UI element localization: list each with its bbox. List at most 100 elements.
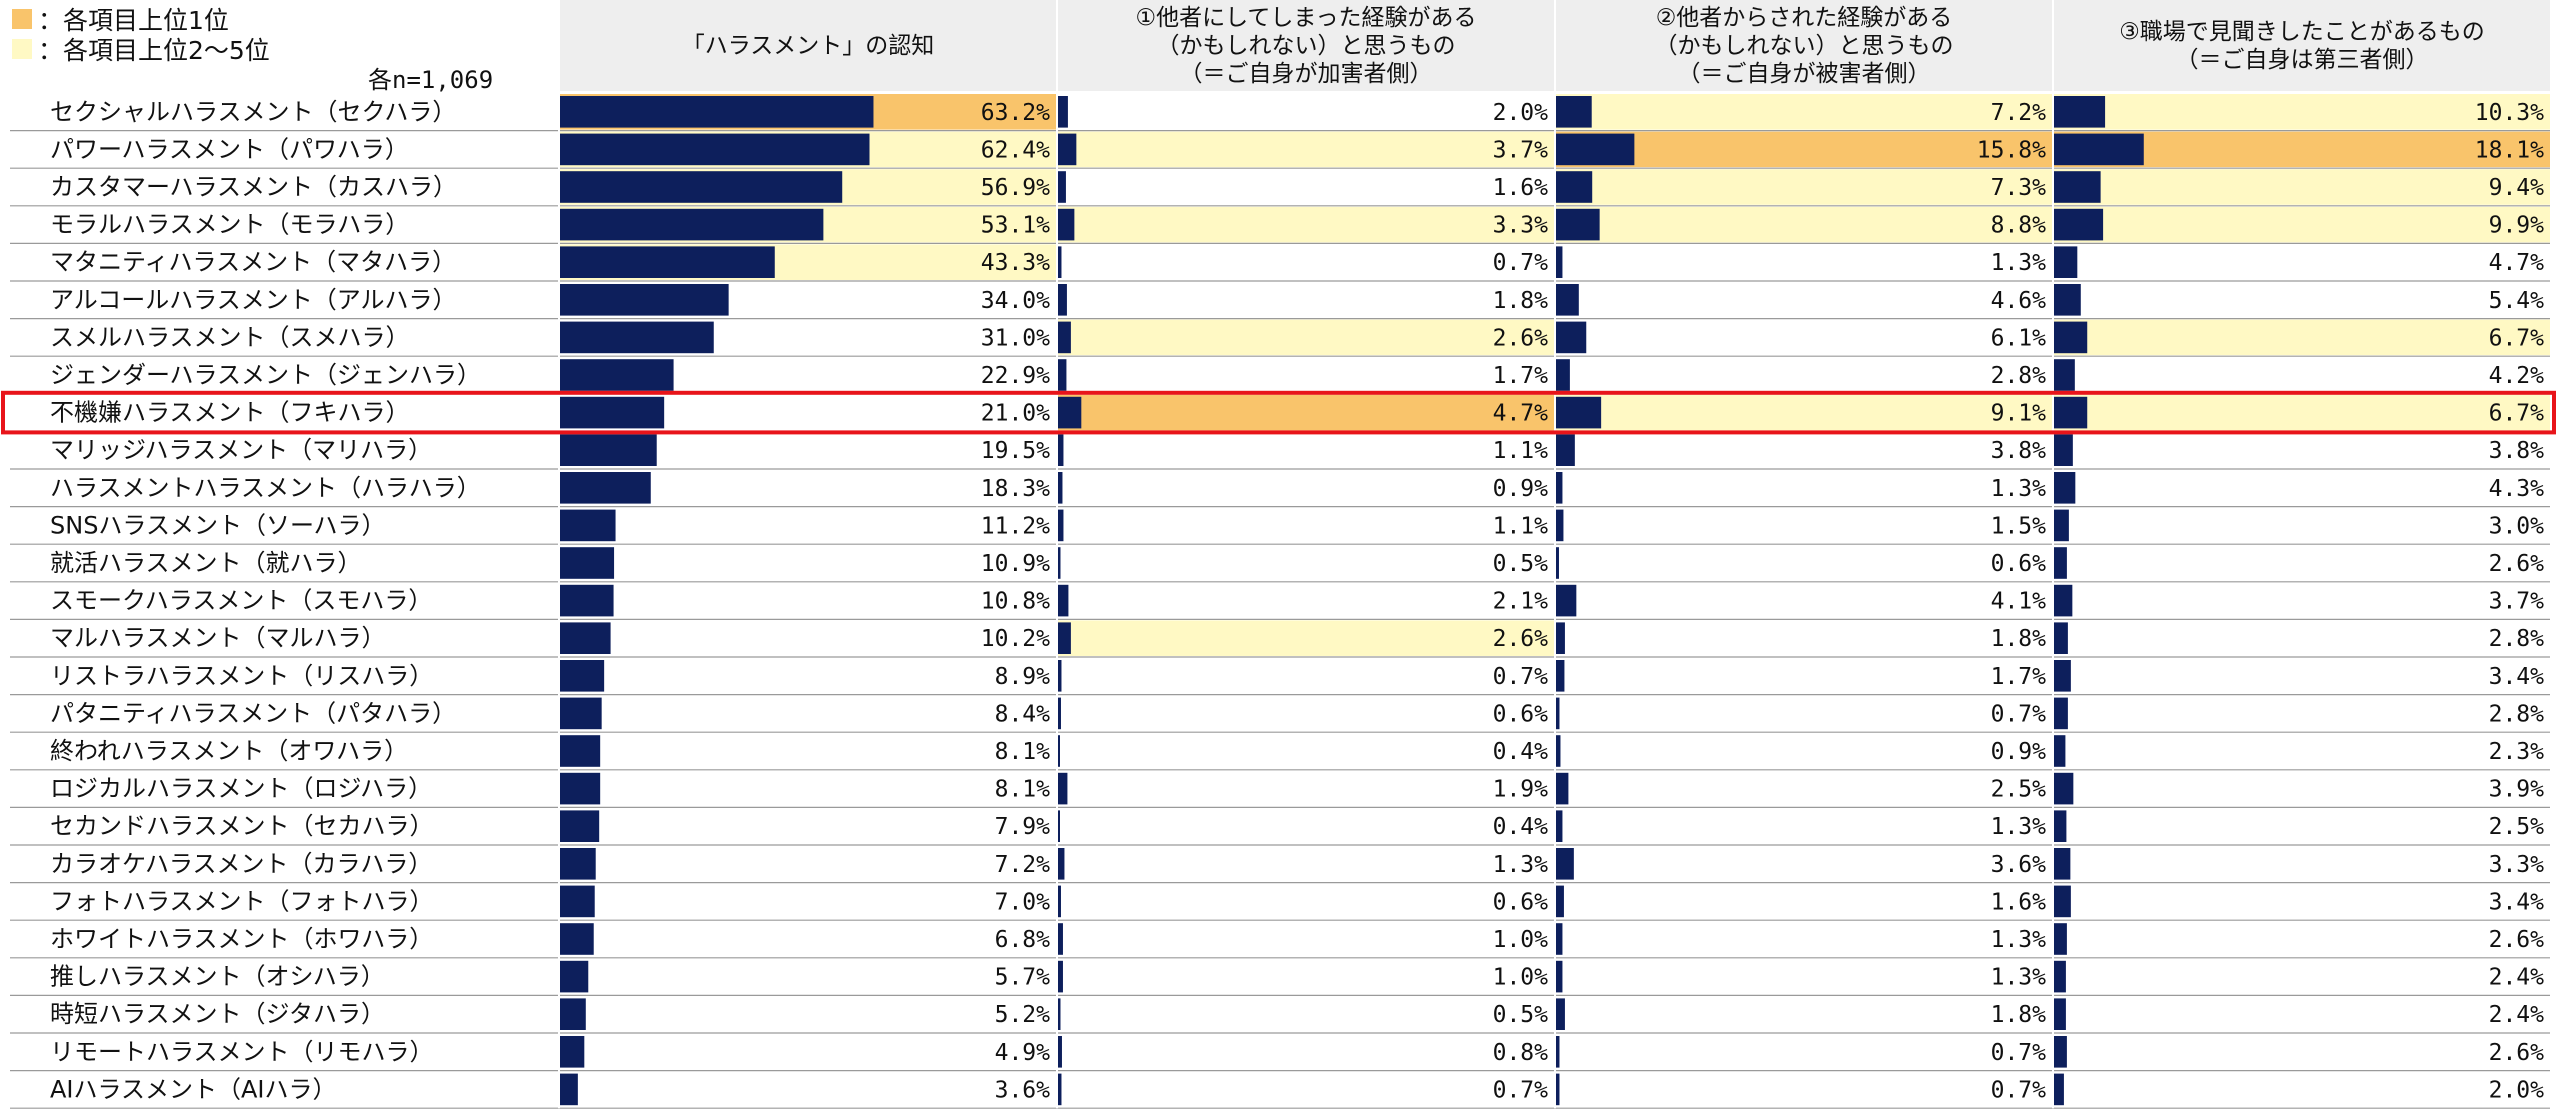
row-label: パワーハラスメント（パワハラ） xyxy=(50,135,409,163)
value-label: 0.8% xyxy=(1493,1040,1549,1066)
value-label: 4.1% xyxy=(1991,589,2047,615)
bar xyxy=(2054,96,2106,128)
value-label: 7.9% xyxy=(995,814,1051,840)
bar xyxy=(2054,396,2088,429)
rank-highlight-cell xyxy=(2054,169,2550,205)
value-label: 8.1% xyxy=(995,777,1051,803)
value-label: 0.6% xyxy=(1493,701,1549,727)
column-header-line: ①他者にしてしまった経験がある xyxy=(1135,4,1477,31)
value-label: 3.6% xyxy=(1991,852,2047,878)
value-label: 62.4% xyxy=(981,137,1050,163)
bar xyxy=(560,509,616,542)
bar xyxy=(2054,697,2068,730)
rank-highlight-cell xyxy=(2054,94,2550,130)
row-label: 不機嫌ハラスメント（フキハラ） xyxy=(50,399,410,427)
row-label: フォトハラスメント（フォトハラ） xyxy=(50,887,434,915)
bar xyxy=(1058,584,1069,617)
row-label: スモークハラスメント（スモハラ） xyxy=(50,587,432,615)
rank-highlight-cell xyxy=(1556,206,2052,243)
value-label: 3.4% xyxy=(2489,664,2545,690)
column-header-line: （＝ご自身が被害者側） xyxy=(1677,60,1931,87)
value-label: 1.3% xyxy=(1991,927,2047,953)
bar xyxy=(1058,509,1064,542)
bar xyxy=(1556,133,1635,166)
value-label: 0.6% xyxy=(1991,551,2047,577)
value-label: 1.8% xyxy=(1991,1002,2047,1028)
bar xyxy=(1058,923,1063,955)
bar xyxy=(1556,284,1579,316)
value-label: 0.9% xyxy=(1493,476,1549,502)
column-header-line: ②他者からされた経験がある xyxy=(1655,4,1953,31)
bar xyxy=(2054,772,2074,805)
value-label: 63.2% xyxy=(981,100,1050,126)
bar xyxy=(1058,171,1066,203)
value-label: 0.6% xyxy=(1493,889,1549,915)
bar xyxy=(560,396,665,429)
bar xyxy=(1556,735,1561,767)
value-label: 2.0% xyxy=(1493,100,1549,126)
row-label: ホワイトハラスメント（ホワハラ） xyxy=(50,925,433,953)
bar xyxy=(2054,133,2144,166)
row-label: 時短ハラスメント（ジタハラ） xyxy=(50,1000,385,1028)
bar xyxy=(2054,284,2081,316)
rank-highlight-cell xyxy=(2054,206,2550,243)
value-label: 4.2% xyxy=(2489,363,2545,389)
bar xyxy=(2054,584,2073,617)
bar xyxy=(560,885,595,918)
value-label: 3.8% xyxy=(1991,438,2047,464)
value-label: 3.4% xyxy=(2489,889,2545,915)
row-label: マタニティハラスメント（マタハラ） xyxy=(50,248,456,276)
column-header-line: 「ハラスメント」の認知 xyxy=(681,32,935,59)
value-label: 7.3% xyxy=(1991,175,2047,201)
bar xyxy=(2054,885,2071,918)
value-label: 0.7% xyxy=(1991,701,2047,727)
value-label: 15.8% xyxy=(1977,137,2046,163)
bar xyxy=(1058,1073,1062,1106)
value-label: 10.2% xyxy=(981,626,1050,652)
bar xyxy=(1556,960,1563,993)
bar xyxy=(1058,396,1082,429)
bar xyxy=(1556,885,1564,918)
value-label: 0.7% xyxy=(1991,1077,2047,1103)
value-label: 1.3% xyxy=(1991,965,2047,991)
value-label: 3.3% xyxy=(2489,852,2545,878)
value-label: 7.2% xyxy=(995,852,1051,878)
value-label: 2.6% xyxy=(2489,927,2545,953)
bar xyxy=(2054,735,2066,767)
value-label: 1.1% xyxy=(1493,513,1549,539)
column-header-line: （かもしれない）と思うもの xyxy=(1156,32,1456,59)
bar xyxy=(1556,171,1593,203)
bar xyxy=(2054,848,2071,880)
value-label: 43.3% xyxy=(981,250,1050,276)
value-label: 2.5% xyxy=(2489,814,2545,840)
bar xyxy=(2054,1073,2064,1106)
bar xyxy=(1058,660,1062,692)
value-label: 1.8% xyxy=(1493,288,1549,314)
bar xyxy=(2054,960,2066,993)
bar xyxy=(1556,359,1570,391)
value-label: 1.3% xyxy=(1991,250,2047,276)
value-label: 22.9% xyxy=(981,363,1050,389)
value-label: 2.6% xyxy=(1493,325,1549,351)
bar xyxy=(1556,772,1569,805)
bar xyxy=(560,848,596,880)
bar xyxy=(1058,359,1067,391)
value-label: 1.9% xyxy=(1493,777,1549,803)
bar xyxy=(1058,622,1071,654)
value-label: 0.5% xyxy=(1493,1002,1549,1028)
value-label: 6.7% xyxy=(2489,325,2545,351)
value-label: 5.7% xyxy=(995,965,1051,991)
row-label: リストラハラスメント（リスハラ） xyxy=(50,662,433,690)
value-label: 8.4% xyxy=(995,701,1051,727)
value-label: 0.7% xyxy=(1991,1040,2047,1066)
row-label: カラオケハラスメント（カラハラ） xyxy=(50,850,432,878)
column-header-line: ③職場で見聞きしたことがあるもの xyxy=(2119,18,2485,45)
value-label: 31.0% xyxy=(981,325,1050,351)
value-label: 9.1% xyxy=(1991,401,2047,427)
row-label: セカンドハラスメント（セカハラ） xyxy=(50,812,434,840)
row-label: ジェンダーハラスメント（ジェンハラ） xyxy=(50,361,481,389)
bar xyxy=(560,960,589,993)
value-label: 8.9% xyxy=(995,664,1051,690)
row-label: AIハラスメント（AIハラ） xyxy=(50,1075,337,1103)
